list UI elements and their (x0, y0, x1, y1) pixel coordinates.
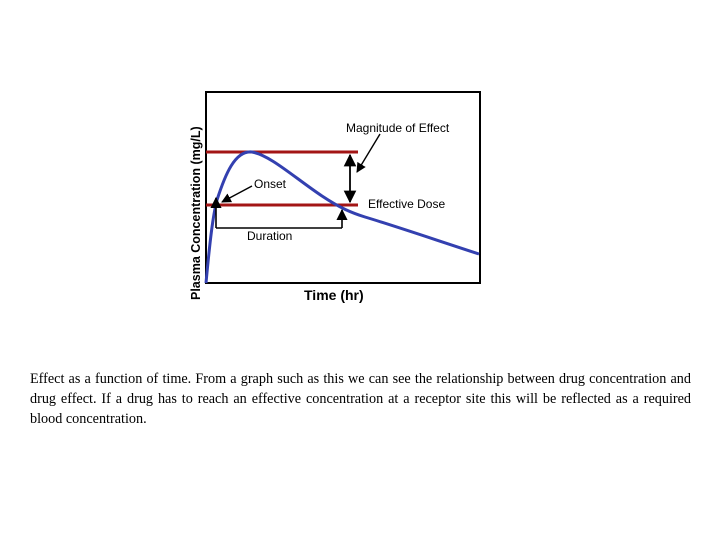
onset-pointer-arrow (221, 185, 253, 203)
x-axis-label: Time (hr) (304, 287, 364, 303)
magnitude-label: Magnitude of Effect (346, 121, 450, 135)
plot-frame (205, 91, 481, 284)
effective-dose-label: Effective Dose (368, 197, 445, 211)
concentration-time-diagram: Magnitude of Effect Onset Effective Dose… (189, 91, 481, 303)
duration-label: Duration (247, 229, 292, 243)
magnitude-pointer-arrow (356, 133, 381, 173)
onset-label: Onset (254, 177, 287, 191)
y-axis-label: Plasma Concentration (mg/L) (189, 126, 203, 300)
caption-paragraph: Effect as a function of time. From a gra… (30, 371, 691, 427)
